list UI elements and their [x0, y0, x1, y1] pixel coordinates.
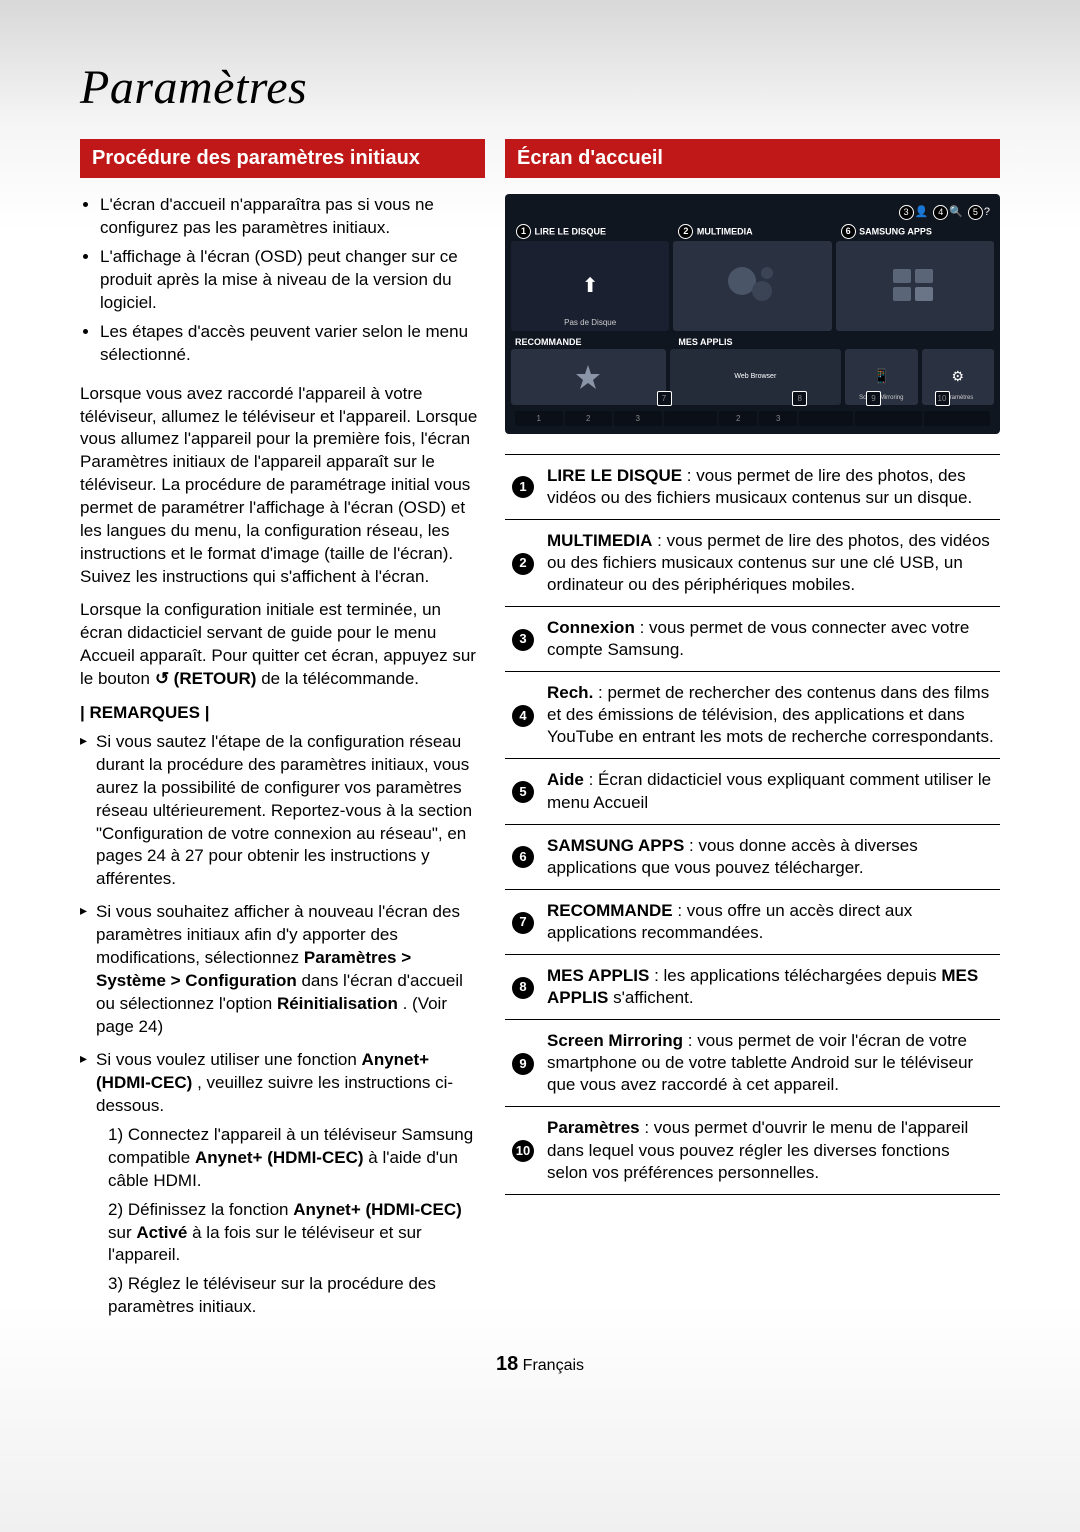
help-icon: ?: [984, 206, 990, 218]
tile-disc: ⬆Pas de Disque: [511, 241, 669, 331]
remark-item: Si vous sautez l'étape de la configurati…: [80, 731, 485, 892]
bullet-item: Les étapes d'accès peuvent varier selon …: [100, 321, 485, 367]
legend-row: 8MES APPLIS : les applications télécharg…: [505, 955, 1000, 1020]
callout-4: 4: [933, 205, 948, 220]
text: sur: [108, 1223, 136, 1242]
legend-row: 4Rech. : permet de rechercher des conten…: [505, 672, 1000, 759]
remarks-heading: | REMARQUES |: [80, 703, 485, 723]
right-section-header: Écran d'accueil: [505, 139, 1000, 178]
legend-number: 3: [505, 606, 541, 671]
tile-apps: [836, 241, 994, 331]
callout-5: 5: [968, 205, 983, 220]
step-item: 2) Définissez la fonction Anynet+ (HDMI-…: [108, 1199, 485, 1268]
paragraph: Lorsque la configuration initiale est te…: [80, 599, 485, 691]
legend-row: 5Aide : Écran didacticiel vous expliquan…: [505, 759, 1000, 824]
legend-text: MULTIMEDIA : vous permet de lire des pho…: [541, 519, 1000, 606]
legend-text: Screen Mirroring : vous permet de voir l…: [541, 1020, 1000, 1107]
legend-text: LIRE LE DISQUE : vous permet de lire des…: [541, 454, 1000, 519]
legend-text: RECOMMANDE : vous offre un accès direct …: [541, 889, 1000, 954]
legend-table: 1LIRE LE DISQUE : vous permet de lire de…: [505, 454, 1000, 1195]
legend-row: 3Connexion : vous permet de vous connect…: [505, 606, 1000, 671]
legend-number: 2: [505, 519, 541, 606]
text: Si vous voulez utiliser une fonction: [96, 1050, 362, 1069]
tile-label: RECOMMANDE: [511, 335, 670, 349]
intro-bullets: L'écran d'accueil n'apparaîtra pas si vo…: [80, 194, 485, 367]
legend-row: 2MULTIMEDIA : vous permet de lire des ph…: [505, 519, 1000, 606]
tile-mirroring: 📱Screen Mirroring: [845, 349, 917, 405]
tile-label: 1 LIRE LE DISQUE: [511, 222, 669, 241]
legend-text: Connexion : vous permet de vous connecte…: [541, 606, 1000, 671]
page-lang: Français: [523, 1357, 584, 1374]
text-bold: Réinitialisation: [277, 994, 398, 1013]
user-icon: 👤: [915, 206, 929, 218]
tile-label: 6 SAMSUNG APPS: [836, 222, 994, 241]
top-icons-row: 3👤 4🔍 5?: [511, 200, 994, 222]
legend-text: Paramètres : vous permet d'ouvrir le men…: [541, 1107, 1000, 1194]
remark-item: Si vous voulez utiliser une fonction Any…: [80, 1049, 485, 1319]
paragraph: Lorsque vous avez raccordé l'appareil à …: [80, 383, 485, 589]
legend-number: 9: [505, 1020, 541, 1107]
tile-myapps: Web Browser: [670, 349, 842, 405]
step-item: 3) Réglez le téléviseur sur la procédure…: [108, 1273, 485, 1319]
tile-settings: ⚙Paramètres: [922, 349, 994, 405]
callout-3: 3: [899, 205, 914, 220]
legend-text: Rech. : permet de rechercher des contenu…: [541, 672, 1000, 759]
return-icon: ↻: [155, 668, 169, 691]
text-bold: (RETOUR): [174, 669, 257, 688]
legend-number: 10: [505, 1107, 541, 1194]
legend-row: 1LIRE LE DISQUE : vous permet de lire de…: [505, 454, 1000, 519]
bottom-callouts: 123 7 23 8 9 10: [511, 409, 994, 428]
legend-row: 10Paramètres : vous permet d'ouvrir le m…: [505, 1107, 1000, 1194]
legend-number: 5: [505, 759, 541, 824]
step-item: 1) Connectez l'appareil à un téléviseur …: [108, 1124, 485, 1193]
legend-number: 1: [505, 454, 541, 519]
legend-row: 7RECOMMANDE : vous offre un accès direct…: [505, 889, 1000, 954]
legend-text: SAMSUNG APPS : vous donne accès à divers…: [541, 824, 1000, 889]
home-screen-mock: 3👤 4🔍 5? 1 LIRE LE DISQUE 2 MULTIMEDIA 6…: [505, 194, 1000, 434]
tile-label: MES APPLIS: [674, 335, 994, 349]
legend-text: MES APPLIS : les applications téléchargé…: [541, 955, 1000, 1020]
tile-label: 2 MULTIMEDIA: [673, 222, 831, 241]
legend-number: 6: [505, 824, 541, 889]
bullet-item: L'écran d'accueil n'apparaîtra pas si vo…: [100, 194, 485, 240]
page-footer: 18 Français: [80, 1353, 1000, 1376]
legend-number: 7: [505, 889, 541, 954]
search-icon: 🔍: [949, 206, 963, 218]
remark-item: Si vous souhaitez afficher à nouveau l'é…: [80, 901, 485, 1039]
left-section-header: Procédure des paramètres initiaux: [80, 139, 485, 178]
bullet-item: L'affichage à l'écran (OSD) peut changer…: [100, 246, 485, 315]
text-bold: Activé: [136, 1223, 187, 1242]
legend-number: 4: [505, 672, 541, 759]
text-bold: Anynet+ (HDMI-CEC): [293, 1200, 462, 1219]
legend-row: 9Screen Mirroring : vous permet de voir …: [505, 1020, 1000, 1107]
remarks-list: Si vous sautez l'étape de la configurati…: [80, 731, 485, 1320]
text: de la télécommande.: [261, 669, 419, 688]
tile-multimedia: [673, 241, 831, 331]
legend-text: Aide : Écran didacticiel vous expliquant…: [541, 759, 1000, 824]
tile-recommended: [511, 349, 666, 405]
page-number: 18: [496, 1353, 518, 1375]
text-bold: Anynet+ (HDMI-CEC): [195, 1148, 364, 1167]
text: 2) Définissez la fonction: [108, 1200, 293, 1219]
page-title: Paramètres: [80, 60, 1000, 115]
legend-row: 6SAMSUNG APPS : vous donne accès à diver…: [505, 824, 1000, 889]
legend-number: 8: [505, 955, 541, 1020]
